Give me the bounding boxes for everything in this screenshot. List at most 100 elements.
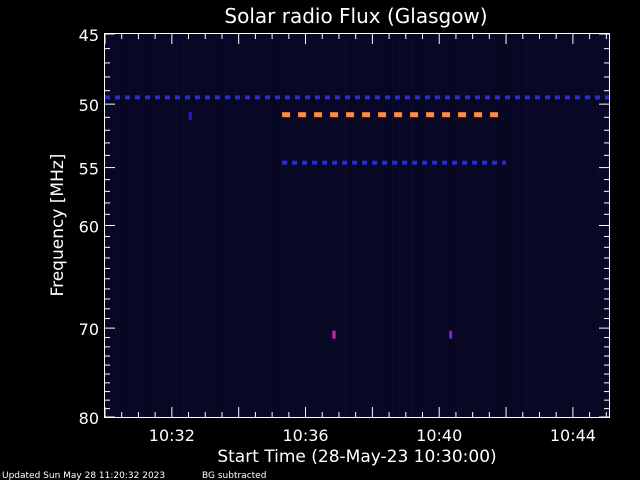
noise-streak <box>257 34 258 417</box>
noise-streak <box>452 34 453 417</box>
emission-dash <box>425 95 430 100</box>
emission-dash <box>495 95 500 100</box>
noise-streak <box>497 34 498 417</box>
noise-streak <box>521 34 522 417</box>
emission-dash <box>315 95 320 100</box>
emission-dash <box>515 95 520 100</box>
noise-streak <box>548 34 549 417</box>
bg-subtracted-note: BG subtracted <box>202 471 266 480</box>
noise-streak <box>527 34 528 417</box>
noise-streak <box>236 34 237 417</box>
emission-dash <box>312 160 318 165</box>
emission-dash <box>275 95 280 100</box>
emission-point <box>449 330 453 339</box>
emission-dash <box>175 95 180 100</box>
noise-streak <box>218 34 219 417</box>
emission-dash <box>422 160 428 165</box>
emission-dash <box>502 160 506 165</box>
noise-streak <box>317 34 318 417</box>
noise-streak <box>440 34 441 417</box>
noise-streak <box>446 34 447 417</box>
noise-streak <box>248 34 249 417</box>
noise-streak <box>182 34 183 417</box>
noise-streak <box>443 34 444 417</box>
noise-streak <box>221 34 222 417</box>
noise-streak <box>428 34 429 417</box>
x-tick-label: 10:36 <box>282 426 328 445</box>
noise-streak <box>122 34 123 417</box>
noise-streak <box>134 34 135 417</box>
noise-streak <box>173 34 174 417</box>
noise-streak <box>470 34 471 417</box>
noise-streak <box>506 34 507 417</box>
noise-streak <box>491 34 492 417</box>
noise-streak <box>146 34 147 417</box>
noise-streak <box>398 34 399 417</box>
noise-streak <box>485 34 486 417</box>
emission-dash <box>302 160 308 165</box>
noise-streak <box>581 34 582 417</box>
y-tick-label: 50 <box>79 96 99 115</box>
noise-streak <box>533 34 534 417</box>
noise-streak <box>503 34 504 417</box>
emission-dash <box>605 95 609 100</box>
emission-dash <box>445 95 450 100</box>
noise-streak <box>272 34 273 417</box>
spectrogram-area <box>105 34 609 417</box>
emission-dash <box>195 95 200 100</box>
noise-streak <box>209 34 210 417</box>
noise-streak <box>116 34 117 417</box>
noise-streak <box>509 34 510 417</box>
emission-dash <box>325 95 330 100</box>
noise-streak <box>488 34 489 417</box>
noise-streak <box>251 34 252 417</box>
noise-streak <box>563 34 564 417</box>
noise-streak <box>572 34 573 417</box>
noise-streak <box>410 34 411 417</box>
emission-dash <box>525 95 530 100</box>
noise-streak <box>539 34 540 417</box>
noise-streak <box>137 34 138 417</box>
noise-streak <box>263 34 264 417</box>
noise-streak <box>176 34 177 417</box>
plot-frame <box>104 33 610 418</box>
emission-dash <box>492 160 498 165</box>
noise-streak <box>560 34 561 417</box>
emission-dash <box>505 95 510 100</box>
noise-streak <box>320 34 321 417</box>
noise-streak <box>326 34 327 417</box>
x-tick-label: 10:44 <box>550 426 596 445</box>
noise-streak <box>518 34 519 417</box>
emission-dash <box>285 95 290 100</box>
noise-streak <box>194 34 195 417</box>
noise-streak <box>335 34 336 417</box>
noise-streak <box>377 34 378 417</box>
noise-streak <box>167 34 168 417</box>
noise-streak <box>242 34 243 417</box>
noise-streak <box>590 34 591 417</box>
noise-streak <box>476 34 477 417</box>
emission-dash <box>314 112 323 118</box>
noise-streak <box>356 34 357 417</box>
noise-streak <box>365 34 366 417</box>
noise-streak <box>512 34 513 417</box>
emission-dash <box>305 95 310 100</box>
noise-streak <box>386 34 387 417</box>
emission-dash <box>115 95 120 100</box>
y-tick-label: 70 <box>79 320 99 339</box>
emission-dash <box>442 160 448 165</box>
emission-dash <box>332 160 338 165</box>
x-tick-label: 10:40 <box>416 426 462 445</box>
emission-dash <box>292 160 298 165</box>
emission-dash <box>435 95 440 100</box>
noise-streak <box>383 34 384 417</box>
emission-dash <box>362 160 368 165</box>
noise-streak <box>284 34 285 417</box>
noise-streak <box>215 34 216 417</box>
emission-dash <box>235 95 240 100</box>
noise-streak <box>161 34 162 417</box>
noise-streak <box>308 34 309 417</box>
emission-dash <box>415 95 420 100</box>
noise-streak <box>425 34 426 417</box>
emission-dash <box>365 95 370 100</box>
